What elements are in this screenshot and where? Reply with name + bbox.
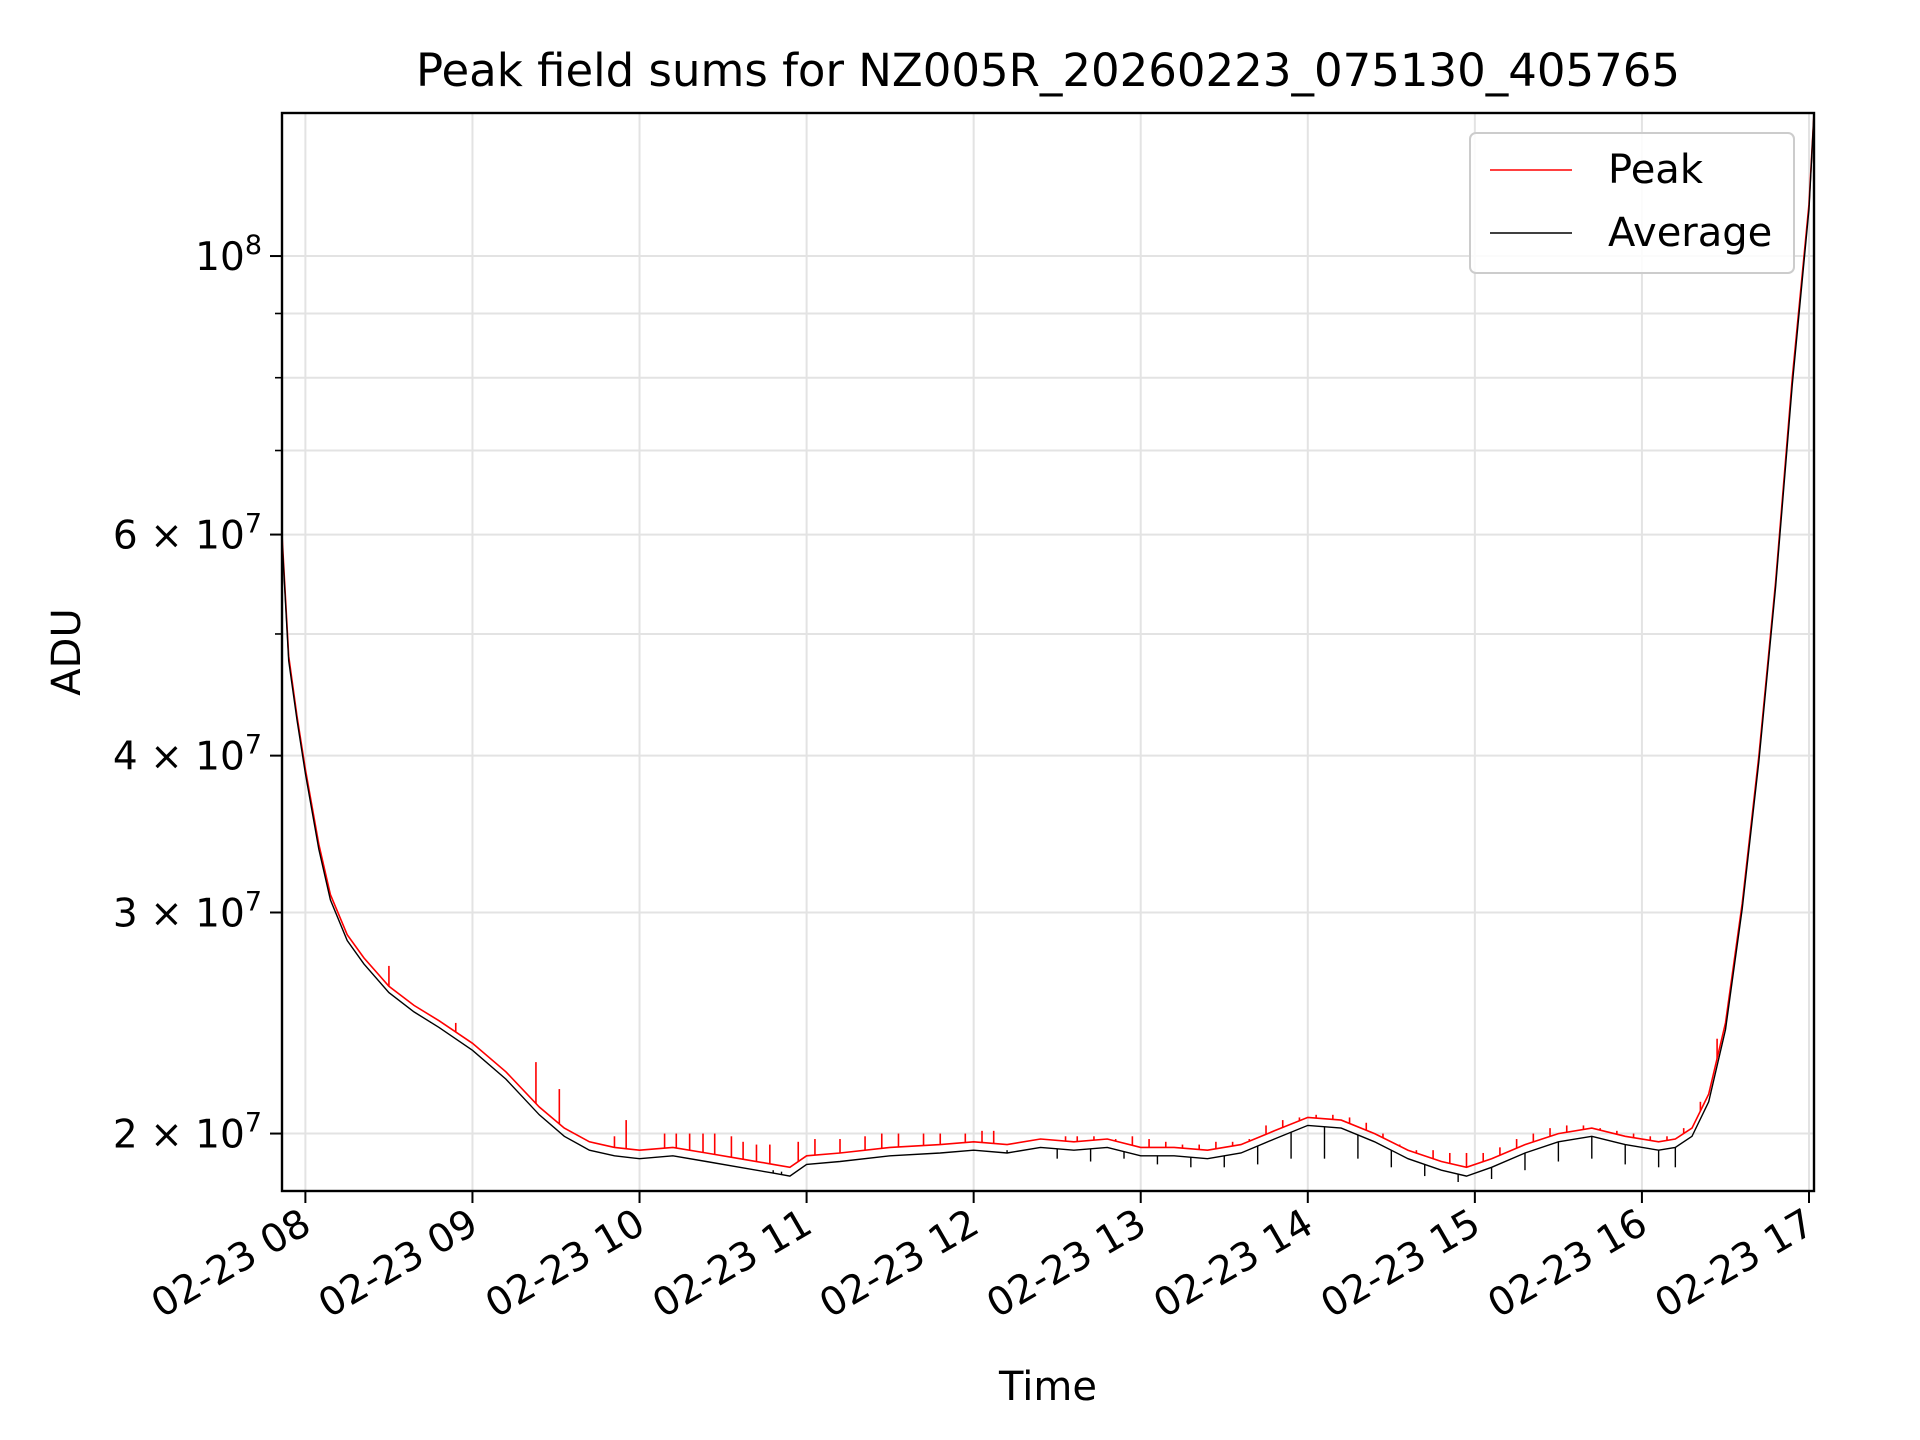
y-tick-label: 6 × 107 bbox=[113, 509, 262, 559]
y-tick-label: 2 × 107 bbox=[113, 1108, 262, 1158]
average-line bbox=[282, 113, 1814, 1177]
y-tick-label: 4 × 107 bbox=[113, 730, 262, 780]
legend: Peak Average bbox=[1469, 132, 1795, 274]
series-average bbox=[282, 113, 1814, 1182]
y-tick-label: 108 bbox=[195, 230, 262, 280]
y-tick-label: 3 × 107 bbox=[113, 886, 262, 936]
legend-box bbox=[1469, 132, 1795, 274]
plot-frame bbox=[280, 111, 1816, 1193]
legend-label-peak: Peak bbox=[1608, 147, 1704, 193]
y-axis-title: ADU bbox=[44, 608, 90, 695]
legend-label-average: Average bbox=[1608, 210, 1772, 256]
y-axis: 108 6 × 107 4 × 107 3 × 107 2 × 107 bbox=[113, 230, 282, 1158]
series-peak bbox=[282, 113, 1814, 1169]
peak-line bbox=[282, 113, 1814, 1169]
chart-title: Peak field sums for NZ005R_20260223_0751… bbox=[416, 44, 1680, 97]
x-axis-title: Time bbox=[998, 1364, 1097, 1410]
